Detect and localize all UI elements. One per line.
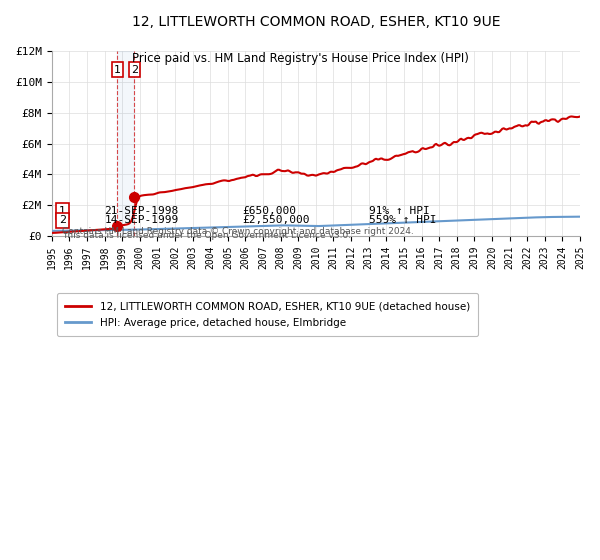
Bar <box>117 51 134 236</box>
Legend: 12, LITTLEWORTH COMMON ROAD, ESHER, KT10 9UE (detached house), HPI: Average pric: 12, LITTLEWORTH COMMON ROAD, ESHER, KT10… <box>57 293 478 336</box>
Text: 559% ↑ HPI: 559% ↑ HPI <box>368 216 436 226</box>
Text: £650,000: £650,000 <box>242 206 296 216</box>
Text: Price paid vs. HM Land Registry's House Price Index (HPI): Price paid vs. HM Land Registry's House … <box>131 52 469 66</box>
Text: 21-SEP-1998: 21-SEP-1998 <box>104 206 179 216</box>
Text: 91% ↑ HPI: 91% ↑ HPI <box>368 206 430 216</box>
Text: Contains HM Land Registry data © Crown copyright and database right 2024.: Contains HM Land Registry data © Crown c… <box>62 227 414 236</box>
Text: 14-SEP-1999: 14-SEP-1999 <box>104 216 179 226</box>
Text: £2,550,000: £2,550,000 <box>242 216 310 226</box>
Text: 1: 1 <box>59 206 66 216</box>
Text: 2: 2 <box>131 64 138 74</box>
Text: 1: 1 <box>114 64 121 74</box>
Text: This data is licensed under the Open Government Licence v3.0.: This data is licensed under the Open Gov… <box>62 231 352 240</box>
Text: 2: 2 <box>59 216 66 226</box>
Title: 12, LITTLEWORTH COMMON ROAD, ESHER, KT10 9UE: 12, LITTLEWORTH COMMON ROAD, ESHER, KT10… <box>131 15 500 29</box>
